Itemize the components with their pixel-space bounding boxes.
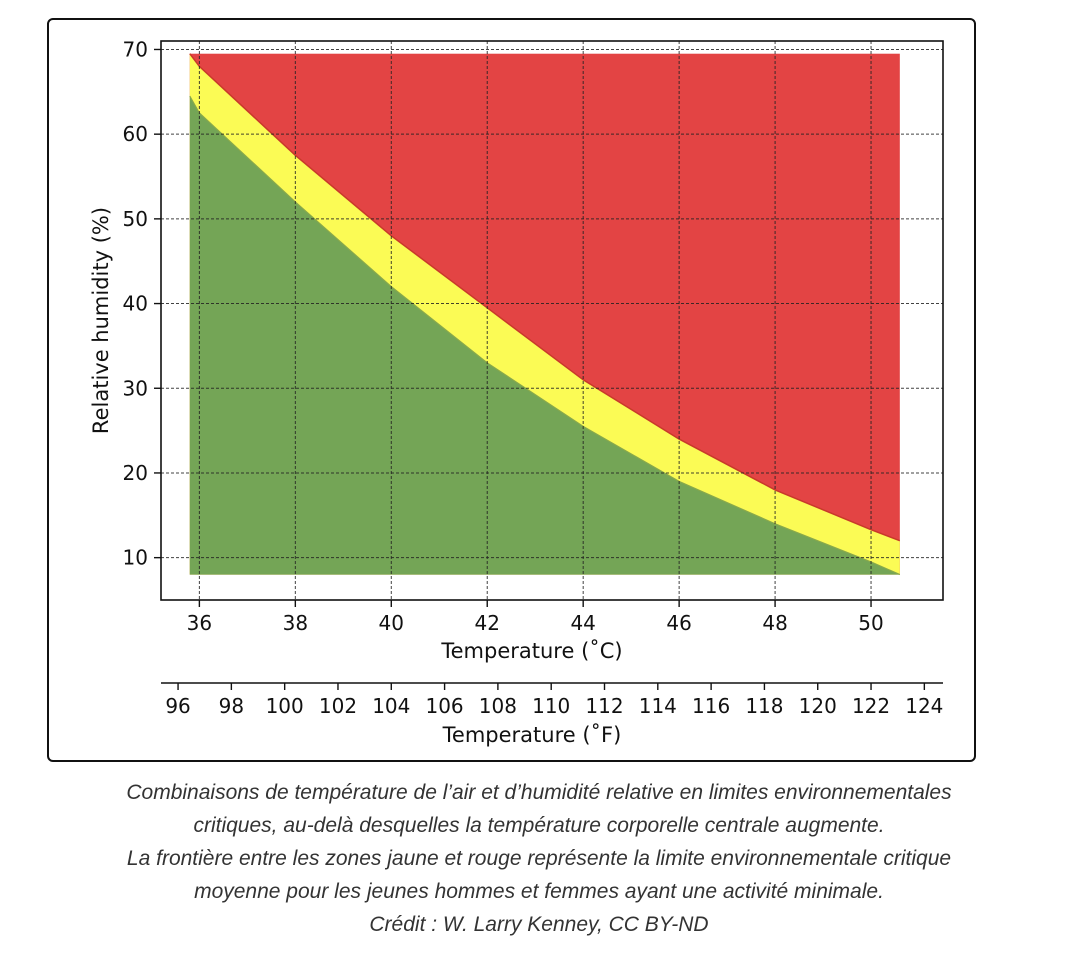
fahrenheit-tick-label: 114 [639,694,677,718]
fahrenheit-tick-label: 102 [319,694,357,718]
caption-line-3: La frontière entre les zones jaune et ro… [126,847,952,870]
x-tick-label: 50 [858,611,883,635]
x-axis-label: Temperature (˚C) [440,639,622,663]
fahrenheit-axis-label: Temperature (˚F) [442,723,622,747]
caption-line-4: moyenne pour les jeunes hommes et femmes… [194,880,884,903]
y-tick-label: 50 [123,207,148,231]
fahrenheit-tick-label: 118 [745,694,783,718]
yellow-red-boundary [189,53,901,542]
y-tick-label: 40 [123,292,148,316]
y-tick-label: 10 [123,546,148,570]
fahrenheit-tick-label: 116 [692,694,730,718]
fahrenheit-tick-label: 106 [425,694,463,718]
y-tick-label: 30 [123,376,148,400]
fahrenheit-tick-label: 120 [799,694,837,718]
y-tick-label: 60 [123,122,148,146]
heat-humidity-chart: 36 38 40 42 44 46 48 50 10 20 30 40 50 60 70 Temperatur… [89,37,944,747]
plot-border [160,40,944,601]
y-tick-label: 70 [123,37,148,61]
fahrenheit-tick-label: 96 [165,694,190,718]
figure-caption: Combinaisons de température de l’air et … [0,776,1078,941]
fahrenheit-tick-label: 112 [585,694,623,718]
x-tick-label: 38 [283,611,308,635]
fahrenheit-tick-label: 98 [219,694,244,718]
green-yellow-boundary [189,95,901,576]
x-tick-label: 42 [475,611,500,635]
x-tick-label: 40 [379,611,404,635]
fahrenheit-tick-label: 100 [266,694,304,718]
green-zone [189,96,900,575]
x-tick-label: 46 [666,611,691,635]
fahrenheit-tick-label: 122 [852,694,890,718]
caption-line-5: Crédit : W. Larry Kenney, CC BY-ND [369,913,709,936]
x-tick-label: 48 [762,611,787,635]
x-tick-label: 36 [187,611,212,635]
y-tick-label: 20 [123,461,148,485]
fahrenheit-tick-label: 110 [532,694,570,718]
caption-line-2: critiques, au-delà desquelles la tempéra… [193,814,885,837]
y-axis-label: Relative humidity (%) [89,207,113,434]
fahrenheit-tick-label: 124 [905,694,943,718]
fahrenheit-tick-label: 104 [372,694,410,718]
x-tick-label: 44 [570,611,595,635]
fahrenheit-tick-label: 108 [479,694,517,718]
caption-line-1: Combinaisons de température de l’air et … [126,781,952,804]
